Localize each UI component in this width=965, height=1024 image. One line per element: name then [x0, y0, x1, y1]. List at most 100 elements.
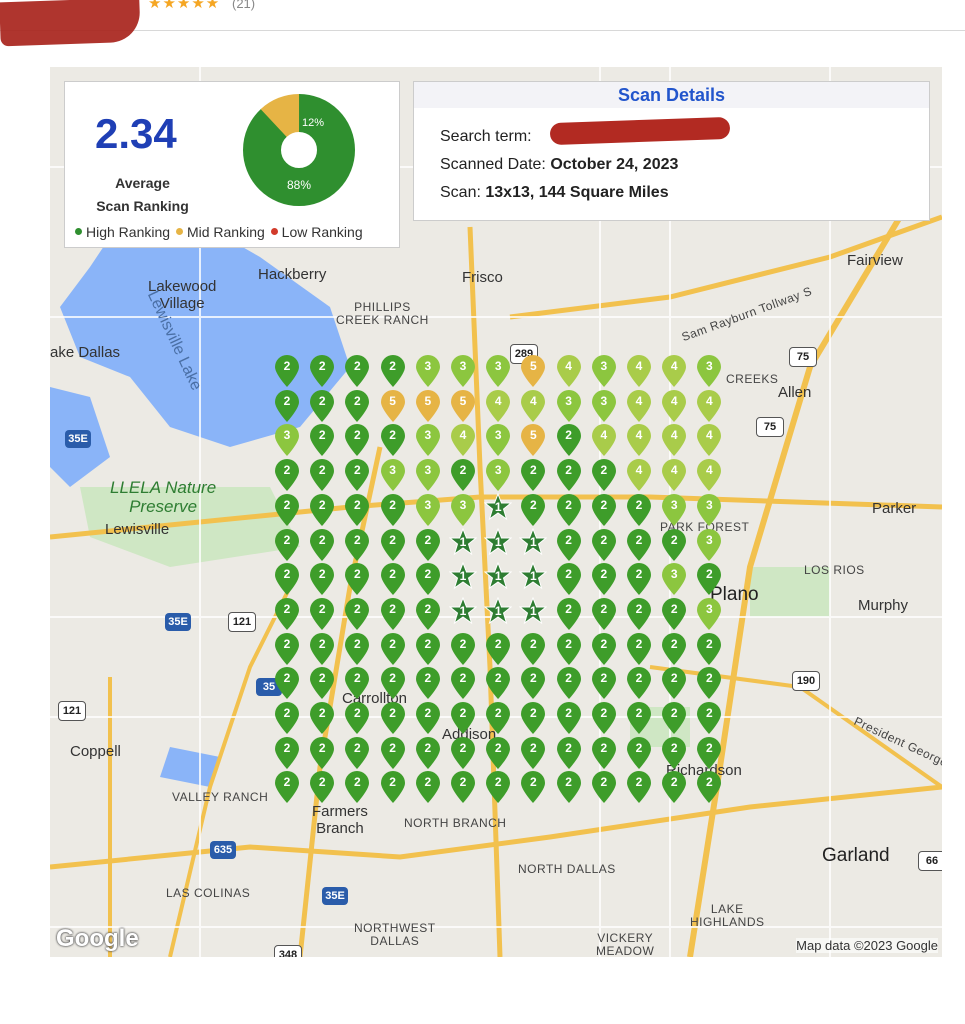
grid-pin[interactable]: 2 — [660, 770, 688, 804]
grid-pin[interactable]: 2 — [590, 770, 618, 804]
grid-pin[interactable]: 4 — [590, 423, 618, 457]
grid-pin[interactable]: 2 — [414, 666, 442, 700]
grid-pin[interactable]: 2 — [343, 423, 371, 457]
grid-pin[interactable]: 2 — [449, 666, 477, 700]
grid-pin[interactable]: 2 — [379, 423, 407, 457]
grid-pin[interactable]: 2 — [590, 632, 618, 666]
grid-pin[interactable]: 2 — [555, 632, 583, 666]
grid-pin[interactable]: 2 — [308, 597, 336, 631]
grid-pin[interactable]: 2 — [379, 770, 407, 804]
grid-pin[interactable]: 2 — [449, 701, 477, 735]
grid-pin[interactable]: 2 — [379, 632, 407, 666]
review-count[interactable]: (21) — [232, 0, 256, 11]
grid-pin[interactable]: 2 — [449, 736, 477, 770]
grid-pin[interactable]: 1 — [483, 527, 513, 562]
grid-pin[interactable]: 2 — [625, 632, 653, 666]
grid-pin[interactable]: 2 — [379, 493, 407, 527]
grid-pin[interactable]: 2 — [625, 528, 653, 562]
grid-pin[interactable]: 4 — [660, 423, 688, 457]
grid-pin[interactable]: 2 — [590, 701, 618, 735]
grid-pin[interactable]: 3 — [414, 493, 442, 527]
grid-pin[interactable]: 5 — [519, 423, 547, 457]
grid-pin[interactable]: 2 — [343, 458, 371, 492]
grid-pin[interactable]: 4 — [695, 423, 723, 457]
grid-pin[interactable]: 1 — [448, 527, 478, 562]
grid-pin[interactable]: 3 — [590, 354, 618, 388]
grid-pin[interactable]: 2 — [414, 528, 442, 562]
grid-pin[interactable]: 2 — [273, 389, 301, 423]
grid-pin[interactable]: 2 — [590, 528, 618, 562]
grid-pin[interactable]: 2 — [555, 666, 583, 700]
grid-pin[interactable]: 2 — [519, 736, 547, 770]
grid-pin[interactable]: 1 — [483, 561, 513, 596]
grid-pin[interactable]: 3 — [414, 458, 442, 492]
grid-pin[interactable]: 2 — [414, 597, 442, 631]
grid-pin[interactable]: 2 — [273, 597, 301, 631]
grid-pin[interactable]: 4 — [625, 389, 653, 423]
grid-pin[interactable]: 3 — [590, 389, 618, 423]
grid-pin[interactable]: 2 — [273, 736, 301, 770]
grid-pin[interactable]: 2 — [343, 389, 371, 423]
grid-pin[interactable]: 2 — [660, 632, 688, 666]
grid-pin[interactable]: 5 — [414, 389, 442, 423]
grid-pin[interactable]: 2 — [273, 528, 301, 562]
grid-pin[interactable]: 2 — [660, 666, 688, 700]
grid-pin[interactable]: 3 — [695, 597, 723, 631]
grid-pin[interactable]: 2 — [379, 354, 407, 388]
grid-pin[interactable]: 2 — [449, 632, 477, 666]
grid-pin[interactable]: 2 — [273, 493, 301, 527]
grid-pin[interactable]: 2 — [519, 666, 547, 700]
grid-pin[interactable]: 2 — [590, 736, 618, 770]
grid-pin[interactable]: 2 — [519, 632, 547, 666]
grid-pin[interactable]: 2 — [273, 632, 301, 666]
grid-pin[interactable]: 4 — [484, 389, 512, 423]
grid-pin[interactable]: 2 — [379, 666, 407, 700]
grid-pin[interactable]: 2 — [449, 458, 477, 492]
grid-pin[interactable]: 2 — [379, 736, 407, 770]
grid-pin[interactable]: 2 — [343, 632, 371, 666]
grid-pin[interactable]: 2 — [484, 736, 512, 770]
grid-pin[interactable]: 3 — [555, 389, 583, 423]
grid-pin[interactable]: 3 — [695, 528, 723, 562]
grid-pin[interactable]: 4 — [625, 458, 653, 492]
grid-pin[interactable]: 3 — [484, 458, 512, 492]
grid-pin[interactable]: 2 — [695, 770, 723, 804]
grid-pin[interactable]: 2 — [519, 458, 547, 492]
grid-pin[interactable]: 1 — [448, 561, 478, 596]
grid-pin[interactable]: 2 — [590, 562, 618, 596]
grid-pin[interactable]: 2 — [308, 770, 336, 804]
grid-pin[interactable]: 2 — [660, 701, 688, 735]
grid-pin[interactable]: 2 — [484, 770, 512, 804]
grid-pin[interactable]: 1 — [518, 561, 548, 596]
grid-pin[interactable]: 2 — [343, 736, 371, 770]
grid-pin[interactable]: 2 — [590, 666, 618, 700]
grid-pin[interactable]: 2 — [308, 701, 336, 735]
grid-pin[interactable]: 2 — [308, 528, 336, 562]
grid-pin[interactable]: 3 — [484, 423, 512, 457]
grid-pin[interactable]: 2 — [273, 458, 301, 492]
grid-pin[interactable]: 2 — [660, 597, 688, 631]
grid-pin[interactable]: 2 — [625, 701, 653, 735]
grid-pin[interactable]: 2 — [414, 736, 442, 770]
grid-pin[interactable]: 2 — [273, 770, 301, 804]
grid-pin[interactable]: 2 — [414, 701, 442, 735]
grid-pin[interactable]: 2 — [343, 562, 371, 596]
grid-pin[interactable]: 2 — [555, 562, 583, 596]
grid-pin[interactable]: 1 — [518, 527, 548, 562]
grid-pin[interactable]: 2 — [414, 562, 442, 596]
grid-pin[interactable]: 1 — [448, 596, 478, 631]
grid-pin[interactable]: 4 — [555, 354, 583, 388]
grid-pin[interactable]: 2 — [343, 354, 371, 388]
grid-pin[interactable]: 2 — [308, 666, 336, 700]
grid-pin[interactable]: 2 — [555, 528, 583, 562]
grid-pin[interactable]: 4 — [660, 389, 688, 423]
grid-pin[interactable]: 2 — [379, 562, 407, 596]
grid-pin[interactable]: 4 — [519, 389, 547, 423]
grid-pin[interactable]: 2 — [273, 562, 301, 596]
grid-pin[interactable]: 2 — [555, 423, 583, 457]
grid-pin[interactable]: 2 — [695, 666, 723, 700]
grid-pin[interactable]: 4 — [695, 389, 723, 423]
grid-pin[interactable]: 3 — [273, 423, 301, 457]
grid-pin[interactable]: 2 — [555, 701, 583, 735]
grid-pin[interactable]: 2 — [625, 770, 653, 804]
